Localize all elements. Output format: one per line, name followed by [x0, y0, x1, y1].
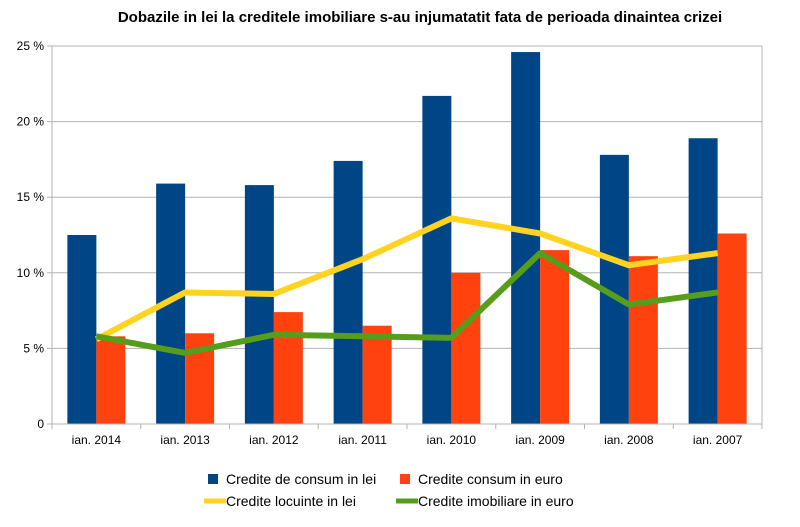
legend-swatch-1 [400, 474, 410, 484]
y-tick-label-5: 25 % [17, 39, 45, 53]
bar-s1-7 [717, 233, 747, 424]
chart-title: Dobazile in lei la creditele imobiliare … [118, 9, 722, 26]
legend-swatch-0 [208, 474, 218, 484]
bar-s1-2 [273, 312, 303, 424]
legend-label-3: Credite imobiliare in euro [418, 493, 574, 509]
bar-s0-0 [67, 235, 97, 424]
series-line-0 [94, 215, 719, 342]
x-tick-label-5: ian. 2009 [515, 433, 565, 447]
x-tick-label-3: ian. 2011 [338, 433, 387, 447]
x-tick-label-2: ian. 2012 [249, 433, 299, 447]
legend-label-2: Credite locuinte in lei [226, 493, 356, 509]
bar-s0-3 [333, 160, 363, 425]
x-tick-label-7: ian. 2007 [693, 433, 743, 447]
y-tick-label-2: 10 % [17, 266, 45, 280]
bar-s0-7 [688, 138, 718, 424]
series-line-1 [95, 250, 719, 356]
legend-label-0: Credite de consum in lei [226, 471, 376, 487]
bar-s1-6 [628, 256, 658, 424]
bar-s1-0 [96, 336, 126, 424]
legend: Credite de consum in lei Credite consum i… [204, 471, 574, 509]
x-tick-label-1: ian. 2013 [160, 433, 210, 447]
y-tick-label-3: 15 % [17, 190, 45, 204]
x-tick-label-0: ian. 2014 [72, 433, 122, 447]
bar-s1-4 [451, 272, 481, 424]
bar-s1-5 [540, 250, 570, 424]
bar-s0-4 [422, 95, 452, 425]
bar-s0-5 [511, 52, 541, 424]
legend-label-1: Credite consum in euro [418, 471, 563, 487]
y-tick-label-4: 20 % [17, 115, 45, 129]
y-tick-label-0: 0 [37, 417, 44, 431]
bar-s0-2 [244, 185, 274, 424]
x-tick-label-6: ian. 2008 [604, 433, 654, 447]
axes: 0 5 % 10 % 15 % 20 % 25 % ian. 2014 ian. 2013 ia… [17, 39, 763, 447]
series-lines [94, 215, 719, 356]
x-tick-label-4: ian. 2010 [427, 433, 477, 447]
y-tick-label-1: 5 % [23, 341, 44, 355]
bar-s1-3 [362, 325, 392, 424]
